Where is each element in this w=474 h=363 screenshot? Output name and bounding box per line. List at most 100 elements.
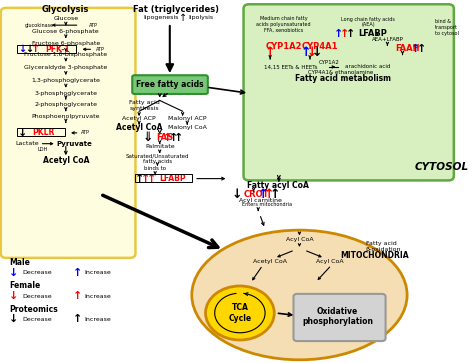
Text: bind &
transport
to cytosol: bind & transport to cytosol: [435, 19, 458, 36]
Text: ↑: ↑: [334, 29, 343, 39]
Text: ↑: ↑: [174, 132, 183, 143]
Text: 1,3-phosphoglycerate: 1,3-phosphoglycerate: [31, 78, 100, 83]
Text: LDH: LDH: [38, 147, 48, 152]
Text: ↑: ↑: [31, 44, 41, 54]
Text: ↑: ↑: [163, 132, 173, 143]
Text: Glycolysis: Glycolysis: [42, 5, 90, 14]
Text: ↑: ↑: [346, 29, 355, 39]
Text: CYP1A2: CYP1A2: [266, 42, 302, 51]
Text: Fatty acid
synthesis: Fatty acid synthesis: [129, 101, 160, 111]
Text: ↓: ↓: [18, 44, 27, 54]
Text: arachidonic acid: arachidonic acid: [346, 65, 391, 69]
Text: Fatty acyl CoA: Fatty acyl CoA: [247, 182, 309, 190]
Text: Fat (triglycerides): Fat (triglycerides): [133, 5, 219, 14]
Text: ↑: ↑: [169, 132, 178, 143]
Text: Lactate: Lactate: [15, 141, 39, 146]
Text: Malonyl CoA: Malonyl CoA: [168, 125, 207, 130]
Text: Acetyl CoA: Acetyl CoA: [43, 156, 89, 165]
Text: Fructose 6-phosphate: Fructose 6-phosphate: [32, 41, 100, 46]
Text: ↓: ↓: [25, 44, 33, 54]
Text: glucokinase: glucokinase: [25, 23, 54, 28]
Text: ↑: ↑: [73, 314, 82, 325]
Text: ⇓: ⇓: [143, 131, 154, 144]
Text: ↑: ↑: [410, 44, 420, 54]
Text: ↑: ↑: [73, 268, 82, 278]
Text: MITOCHONDRIA: MITOCHONDRIA: [341, 251, 410, 260]
Text: Female: Female: [9, 281, 41, 290]
Circle shape: [206, 286, 274, 340]
Text: FAS: FAS: [156, 133, 173, 142]
FancyBboxPatch shape: [132, 75, 208, 94]
Text: FAAH: FAAH: [396, 44, 420, 53]
Text: Fatty acid
β-oxidation: Fatty acid β-oxidation: [366, 241, 401, 252]
Text: Long chain fatty acids
(AEA): Long chain fatty acids (AEA): [341, 17, 395, 27]
Text: Oxidative
phosphorylation: Oxidative phosphorylation: [302, 307, 373, 326]
Text: ↓: ↓: [9, 268, 18, 278]
Text: ↑: ↑: [135, 174, 144, 184]
Text: ATP: ATP: [96, 47, 104, 52]
Text: Acetyl CoA: Acetyl CoA: [116, 123, 163, 132]
Text: Increase: Increase: [84, 294, 111, 298]
Text: ↑: ↑: [141, 174, 151, 184]
Ellipse shape: [192, 230, 407, 360]
Text: 3-phosphoglycerate: 3-phosphoglycerate: [34, 91, 97, 96]
Text: Medium chain fatty
acids polyunsaturated
FFA, xenobiotics: Medium chain fatty acids polyunsaturated…: [256, 16, 311, 32]
Text: ↓: ↓: [306, 46, 317, 60]
Text: ↑: ↑: [269, 188, 280, 201]
Text: Enters mitochondria: Enters mitochondria: [242, 203, 292, 207]
Text: ↓: ↓: [231, 188, 242, 201]
Text: Acyl CoA: Acyl CoA: [316, 259, 344, 264]
Text: ATP: ATP: [81, 130, 90, 135]
Text: Acetyl CoA: Acetyl CoA: [253, 259, 287, 264]
Text: ↑: ↑: [300, 46, 310, 60]
Text: Increase: Increase: [84, 317, 111, 322]
Text: LFABP: LFABP: [358, 29, 387, 38]
Text: ↓: ↓: [18, 128, 27, 138]
Text: Fatty acid metabolism: Fatty acid metabolism: [295, 74, 391, 83]
Text: Glucose: Glucose: [53, 16, 78, 21]
Text: CYP1A2: CYP1A2: [319, 60, 340, 65]
Text: ↑: ↑: [147, 174, 156, 184]
Text: Pyruvate: Pyruvate: [56, 141, 92, 147]
Text: CROT: CROT: [244, 190, 270, 199]
Text: 2-phosphoglycerate: 2-phosphoglycerate: [34, 102, 97, 107]
Text: Decrease: Decrease: [22, 317, 52, 322]
Text: Acetyl ACP: Acetyl ACP: [122, 116, 156, 121]
Text: Fructose 1,6-bisphosphate: Fructose 1,6-bisphosphate: [24, 52, 108, 57]
Text: ↓: ↓: [9, 314, 18, 325]
Text: CYP4A1& ethanolamine: CYP4A1& ethanolamine: [308, 70, 374, 75]
Text: Phosphoenolpyruvate: Phosphoenolpyruvate: [32, 114, 100, 119]
Text: AEA+LFABP: AEA+LFABP: [372, 37, 403, 42]
Text: ↑: ↑: [73, 291, 82, 301]
Text: ATP: ATP: [89, 23, 98, 28]
Text: ↓: ↓: [9, 291, 18, 301]
Text: ↑: ↑: [265, 46, 275, 60]
Text: TCA
Cycle: TCA Cycle: [228, 303, 251, 323]
Text: ↑: ↑: [179, 13, 187, 23]
Text: Proteomics: Proteomics: [9, 305, 58, 314]
Text: Acyl carnitine: Acyl carnitine: [239, 198, 282, 203]
Text: Acyl CoA: Acyl CoA: [286, 237, 313, 242]
Text: PFK-1: PFK-1: [45, 45, 70, 54]
Text: Decrease: Decrease: [22, 270, 52, 275]
Text: Decrease: Decrease: [22, 294, 52, 298]
Text: CYP4A1: CYP4A1: [302, 42, 338, 51]
Text: 14,15 EETs & HEETs: 14,15 EETs & HEETs: [264, 65, 317, 69]
Text: ↑: ↑: [340, 29, 349, 39]
FancyBboxPatch shape: [244, 4, 454, 180]
Text: Glucose 6-phosphate: Glucose 6-phosphate: [33, 29, 99, 34]
Text: Increase: Increase: [84, 270, 111, 275]
Text: ↑: ↑: [417, 44, 426, 54]
Text: Malonyl ACP: Malonyl ACP: [168, 116, 207, 121]
Text: LFABP: LFABP: [160, 174, 186, 183]
Text: ↑: ↑: [264, 188, 274, 201]
Text: Glyceraldyde 3-phosphate: Glyceraldyde 3-phosphate: [24, 65, 108, 70]
FancyBboxPatch shape: [293, 294, 385, 341]
Text: ↑: ↑: [257, 188, 268, 201]
Text: ↓: ↓: [312, 46, 323, 60]
Text: Palmitate: Palmitate: [145, 144, 174, 149]
Text: lipolysis: lipolysis: [188, 15, 213, 20]
Text: binds to: binds to: [144, 166, 166, 171]
Text: CYTOSOL: CYTOSOL: [414, 162, 468, 172]
Text: Free fatty acids: Free fatty acids: [136, 80, 204, 89]
